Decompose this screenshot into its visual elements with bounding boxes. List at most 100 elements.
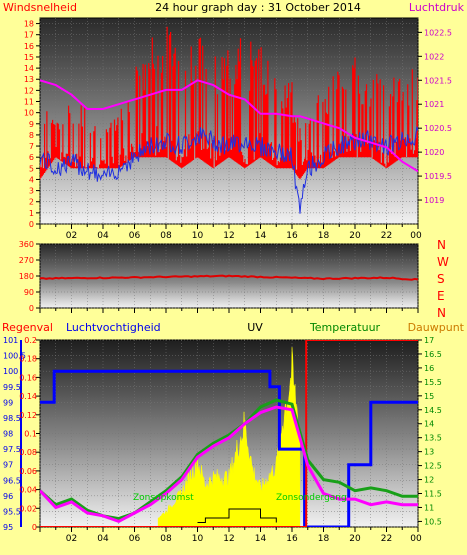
temperature-tick-label: 12.5 (424, 462, 442, 471)
rain-tick-label: 0.12 (19, 411, 37, 420)
humidity-tick-label: 98.5 (3, 414, 21, 423)
x-tick-label: 06 (129, 231, 141, 241)
wind-tick-label: 0 (29, 220, 34, 229)
uv-area (157, 347, 301, 527)
temperature-tick-label: 12 (424, 476, 434, 485)
humidity-tick-label: 95.5 (3, 507, 21, 516)
wind-tick-label: 4 (29, 175, 34, 184)
rain-tick-label: 0.16 (19, 373, 37, 382)
y-axes: 012345678910111213141516171810191019.510… (3, 20, 452, 532)
uv-solar-line (197, 508, 277, 523)
temperature-tick-label: 16.5 (424, 350, 442, 359)
dewpoint-line (40, 405, 418, 524)
temperature-tick-label: 10.5 (424, 517, 442, 526)
humidity-tick-label: 96 (3, 492, 13, 501)
rain-line (40, 340, 418, 527)
x-tick-label: 02 (66, 231, 77, 241)
compass-label: E (437, 289, 445, 303)
x-tick-label: 18 (318, 534, 330, 544)
pressure-tick-label: 1020.5 (424, 124, 452, 133)
humidity-tick-label: 97.5 (3, 445, 21, 454)
wind-tick-label: 11 (24, 98, 34, 107)
x-tick-label: 12 (223, 534, 234, 544)
temperature-tick-label: 15 (424, 392, 434, 401)
x-tick-label: 14 (255, 231, 267, 241)
rain-tick-label: 0.2 (24, 336, 37, 345)
wind-tick-label: 2 (29, 198, 34, 207)
wind-tick-label: 14 (24, 64, 34, 73)
humidity-tick-label: 100 (3, 367, 18, 376)
wind-gust-area (40, 26, 418, 180)
wind-axis-title: Windsnelheid (3, 1, 77, 14)
x-tick-label: 20 (349, 231, 361, 241)
rain-tick-label: 0.06 (19, 467, 37, 476)
wind-tick-label: 12 (24, 86, 34, 95)
chart-title: 24 hour graph day : 31 October 2014 (155, 1, 361, 14)
wind-tick-label: 1 (29, 209, 34, 218)
direction-tick-label: 180 (19, 272, 34, 281)
x-tick-label: 16 (286, 231, 298, 241)
wind-tick-label: 13 (24, 75, 34, 84)
x-tick-label: 22 (381, 534, 392, 544)
pressure-line (40, 79, 418, 173)
x-tick-label: 22 (381, 231, 392, 241)
x-tick-label: 00 (410, 534, 422, 544)
wind-tick-label: 7 (29, 142, 34, 151)
wind-tick-label: 9 (29, 120, 34, 129)
dewpoint-axis-title: Dauwpunt (408, 321, 465, 334)
humidity-line (40, 369, 418, 527)
x-tick-label: 06 (129, 534, 141, 544)
temperature-tick-label: 15.5 (424, 378, 442, 387)
x-tick-label: 10 (192, 534, 204, 544)
rain-tick-label: 0.02 (19, 504, 37, 513)
temperature-tick-label: 14.5 (424, 406, 442, 415)
temperature-tick-label: 14 (424, 420, 434, 429)
compass-label: S (437, 272, 445, 286)
pressure-tick-label: 1021 (424, 100, 444, 109)
rain-tick-label: 0 (32, 523, 37, 532)
x-tick-label: 04 (97, 534, 109, 544)
pressure-tick-label: 1019 (424, 196, 444, 205)
wind-tick-label: 15 (24, 53, 34, 62)
humidity-tick-label: 101 (3, 336, 18, 345)
x-tick-label: 18 (318, 231, 330, 241)
pressure-axis-title: Luchtdruk (409, 1, 465, 14)
wind-speed-line (40, 126, 418, 214)
sunset-label: Zonsondergang (276, 493, 347, 503)
wind-direction-line (40, 274, 418, 281)
rain-axis-title: Regenval (2, 321, 53, 334)
wind-tick-label: 17 (24, 31, 34, 40)
rain-tick-label: 0.08 (19, 448, 37, 457)
x-tick-label: 20 (349, 534, 361, 544)
pressure-tick-label: 1020 (424, 148, 444, 157)
humidity-tick-label: 96.5 (3, 476, 21, 485)
wind-tick-label: 16 (24, 42, 34, 51)
wind-tick-label: 6 (29, 153, 34, 162)
temperature-tick-label: 17 (424, 336, 434, 345)
pressure-tick-label: 1021.5 (424, 76, 452, 85)
x-tick-label: 00 (410, 231, 422, 241)
x-tick-label: 08 (160, 534, 172, 544)
compass-label: N (437, 238, 446, 252)
temperature-tick-label: 13 (424, 448, 434, 457)
rain-tick-label: 0.18 (19, 355, 37, 364)
temperature-tick-label: 11 (424, 503, 434, 512)
humidity-tick-label: 98 (3, 430, 13, 439)
direction-tick-label: 270 (19, 256, 34, 265)
wind-tick-label: 8 (29, 131, 34, 140)
rain-tick-label: 0.1 (24, 430, 37, 439)
humidity-tick-label: 100.5 (3, 352, 26, 361)
uv-axis-title: UV (247, 321, 263, 334)
direction-tick-label: 0 (29, 304, 34, 313)
rain-tick-label: 0.04 (19, 486, 37, 495)
x-tick-label: 10 (192, 231, 204, 241)
pressure-tick-label: 1022.5 (424, 28, 452, 37)
wind-tick-label: 3 (29, 187, 34, 196)
compass-label: W (437, 255, 449, 269)
temperature-tick-label: 11.5 (424, 490, 442, 499)
x-tick-label: 08 (160, 231, 172, 241)
x-tick-label: 02 (66, 534, 77, 544)
wind-tick-label: 10 (24, 109, 34, 118)
